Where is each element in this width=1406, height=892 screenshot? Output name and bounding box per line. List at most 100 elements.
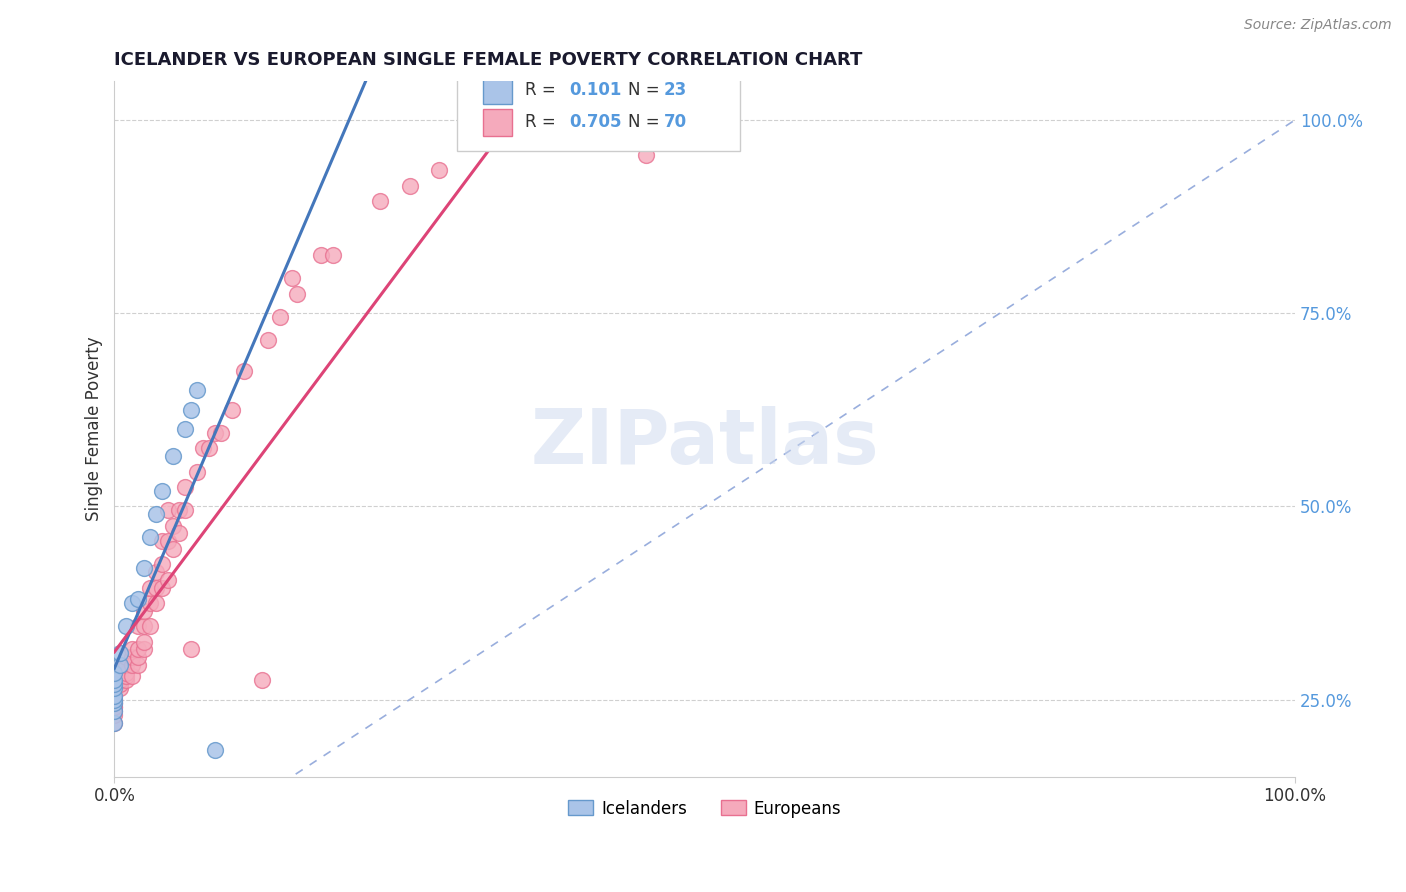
Point [103,692,125,706]
Point [287,286,309,301]
Point [162,518,184,533]
Point [103,697,125,711]
Point [103,697,125,711]
Point [103,689,125,703]
Point [221,402,243,417]
Point [110,673,132,688]
Point [269,310,291,324]
Point [110,677,132,691]
Point [156,534,179,549]
Point [103,700,125,714]
Point [634,148,657,162]
Point [139,530,162,544]
Point [127,642,149,657]
Point [150,534,173,549]
Point [110,646,132,660]
Point [186,465,208,479]
Point [115,650,138,665]
Point [398,178,420,193]
Point [121,669,143,683]
Point [156,503,179,517]
Point [103,708,125,723]
Text: 70: 70 [664,113,686,131]
Point [132,604,155,618]
Point [169,503,191,517]
Point [103,673,125,688]
Point [110,669,132,683]
Point [145,596,167,610]
Point [115,673,138,688]
Point [103,681,125,695]
Point [103,700,125,714]
Text: 0.101: 0.101 [569,81,621,99]
Point [132,561,155,575]
Point [103,704,125,718]
Point [132,619,155,633]
Point [103,697,125,711]
Point [257,333,280,347]
Point [121,642,143,657]
FancyBboxPatch shape [482,109,512,136]
Point [652,113,675,128]
FancyBboxPatch shape [482,78,512,103]
Point [121,657,143,672]
Point [427,163,450,178]
Point [103,692,125,706]
Text: 23: 23 [664,81,686,99]
Point [162,541,184,556]
Point [150,558,173,572]
Point [103,665,125,680]
Text: ZIPatlas: ZIPatlas [530,406,879,480]
Point [139,619,162,633]
Point [110,662,132,676]
Point [110,681,132,695]
Text: ICELANDER VS EUROPEAN SINGLE FEMALE POVERTY CORRELATION CHART: ICELANDER VS EUROPEAN SINGLE FEMALE POVE… [114,51,863,69]
Text: N =: N = [628,113,659,131]
Point [180,402,202,417]
Point [121,650,143,665]
Point [145,507,167,521]
Point [150,581,173,595]
Point [115,669,138,683]
Point [127,657,149,672]
Point [204,425,226,440]
Point [156,573,179,587]
Text: R =: R = [526,81,555,99]
Point [127,650,149,665]
FancyBboxPatch shape [457,68,740,151]
Point [103,692,125,706]
Point [198,442,221,456]
Point [145,581,167,595]
Point [233,364,256,378]
Point [180,642,202,657]
Point [115,665,138,680]
Point [174,480,197,494]
Point [127,592,149,607]
Point [145,565,167,579]
Text: R =: R = [526,113,555,131]
Point [150,483,173,498]
Point [115,657,138,672]
Point [309,248,332,262]
Point [204,743,226,757]
Point [127,619,149,633]
Point [103,715,125,730]
Legend: Icelanders, Europeans: Icelanders, Europeans [561,793,848,824]
Text: N =: N = [628,81,659,99]
Point [368,194,391,208]
Y-axis label: Single Female Poverty: Single Female Poverty [86,337,103,522]
Point [139,596,162,610]
Point [110,657,132,672]
Point [103,677,125,691]
Point [322,248,344,262]
Point [139,581,162,595]
Point [169,526,191,541]
Point [132,634,155,648]
Point [115,619,138,633]
Text: 0.705: 0.705 [569,113,621,131]
Point [103,715,125,730]
Point [250,673,273,688]
Text: Source: ZipAtlas.com: Source: ZipAtlas.com [1244,18,1392,32]
Point [174,503,197,517]
Point [162,449,184,463]
